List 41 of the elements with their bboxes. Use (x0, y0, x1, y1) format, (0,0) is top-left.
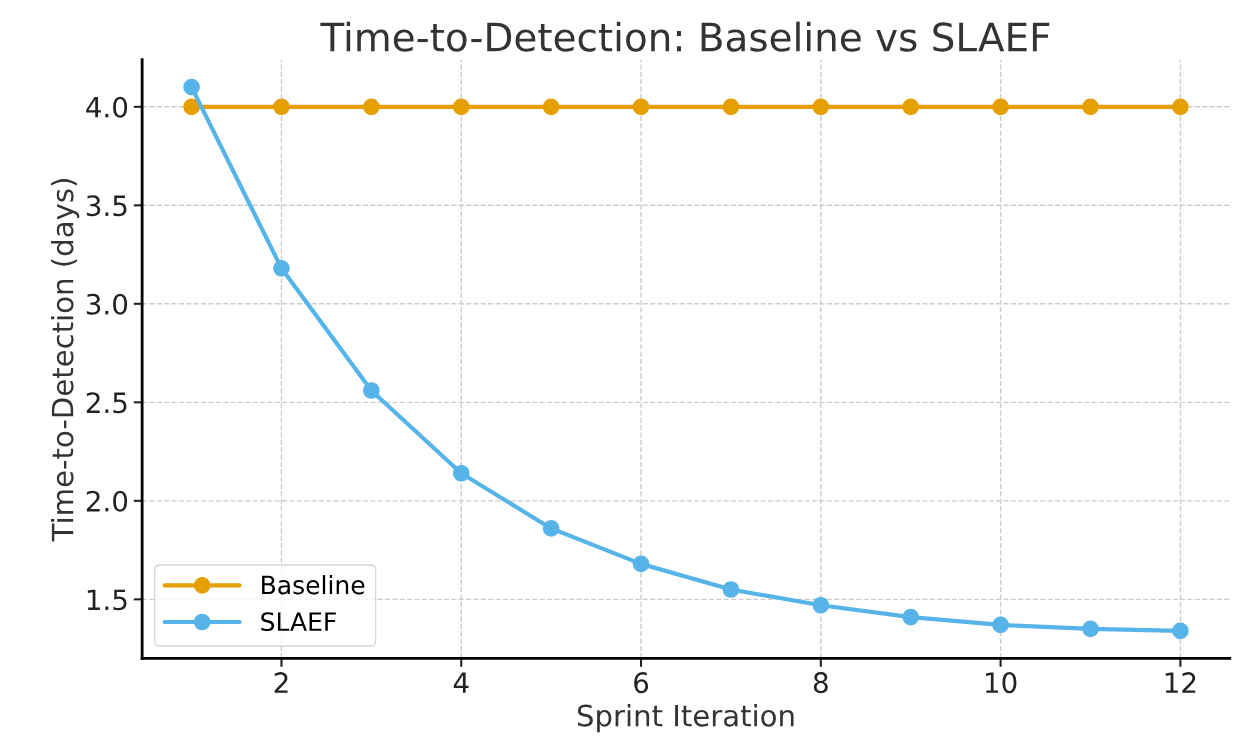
point (1172, 622, 1189, 640)
point (632, 98, 650, 116)
point (992, 616, 1009, 634)
point (902, 98, 920, 116)
y-tick-label: 1.5 (87, 589, 127, 611)
legend-label: SLAEF (261, 612, 336, 632)
x-tick-label: 10 (985, 672, 1017, 694)
chart-title: Time-to-Detection: Baseline vs SLAEF (320, 21, 1050, 52)
y-tick-label: 4.0 (86, 96, 128, 118)
point (452, 464, 470, 482)
x-tick-label: 6 (634, 672, 649, 694)
point (992, 98, 1009, 116)
legend-label: Baseline (262, 575, 365, 595)
point (902, 608, 920, 626)
y-tick-label: 2.0 (86, 490, 128, 512)
point (273, 98, 290, 116)
point (1082, 98, 1099, 116)
point (542, 520, 560, 537)
point (183, 98, 200, 116)
point (452, 98, 470, 116)
point (273, 260, 290, 277)
point (722, 581, 740, 598)
point (812, 596, 830, 614)
x-tick-label: 4 (453, 672, 469, 693)
y-tick-label: 3.5 (86, 195, 127, 217)
y-axis-title: Time-to-Detection (days) (50, 179, 80, 542)
point (722, 98, 740, 116)
point (1082, 620, 1099, 638)
y-tick-label: 2.5 (86, 392, 127, 414)
point (1172, 98, 1189, 116)
x-tick-label: 12 (1165, 672, 1196, 693)
x-tick-label: 8 (813, 672, 828, 694)
x-tick-label: 2 (274, 672, 288, 693)
point (183, 78, 200, 96)
x-axis-title: Sprint Iteration (577, 704, 794, 733)
point (632, 555, 650, 573)
y-tick-label: 3.0 (86, 293, 128, 315)
point (542, 98, 560, 116)
point (812, 98, 830, 116)
point (363, 382, 380, 399)
point (363, 98, 380, 116)
